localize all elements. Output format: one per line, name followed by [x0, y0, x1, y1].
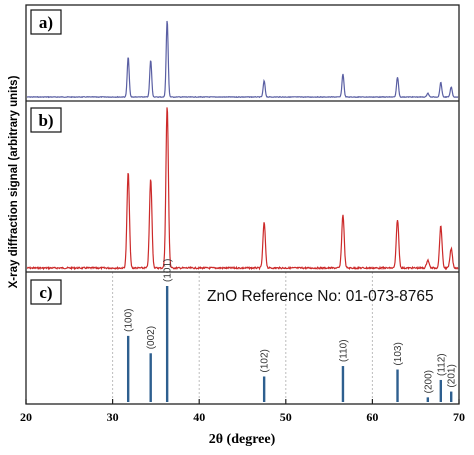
hkl-label: (103): [393, 342, 404, 365]
hkl-label: (201): [447, 364, 458, 387]
diffraction-pattern-line: [26, 107, 459, 271]
panel-label-box: [30, 107, 62, 133]
diffraction-curves: [26, 20, 459, 271]
hkl-label: (002): [146, 326, 157, 349]
hkl-label: (102): [260, 349, 271, 372]
x-tick-label: 50: [280, 410, 292, 424]
outer-frame: [25, 4, 460, 405]
x-tick-label: 30: [107, 410, 119, 424]
panel-label: c): [39, 283, 52, 302]
hkl-label: (101): [163, 259, 174, 282]
hkl-label: (100): [124, 309, 135, 332]
hkl-label: (110): [338, 339, 349, 362]
x-axis: 20 30 40 50 60 70: [20, 399, 465, 424]
reference-lines: (100) (002) (101) (102) (110) (103) (200)(112)…: [124, 259, 458, 402]
reference-title: ZnO Reference No: 01-073-8765: [207, 288, 434, 305]
panel-labels: a) b) c): [30, 9, 62, 305]
panel-frames: [25, 4, 460, 405]
hkl-label: (200): [423, 370, 434, 393]
x-tick-label: 70: [453, 410, 465, 424]
panel-label: b): [38, 111, 53, 130]
vertical-gridlines: [112, 272, 373, 404]
panel-label: a): [39, 13, 53, 32]
y-axis-title: X-ray diffraction signal (arbitrary unit…: [8, 75, 20, 288]
x-tick-label: 20: [20, 410, 32, 424]
x-tick-label: 40: [193, 410, 205, 424]
hkl-label: (112): [436, 353, 447, 376]
panel-label-box: [30, 9, 62, 35]
panel-label-box: [30, 279, 62, 305]
x-tick-label: 60: [366, 410, 378, 424]
diffraction-pattern-line: [27, 20, 459, 99]
x-axis-title: 2θ (degree): [209, 432, 276, 447]
